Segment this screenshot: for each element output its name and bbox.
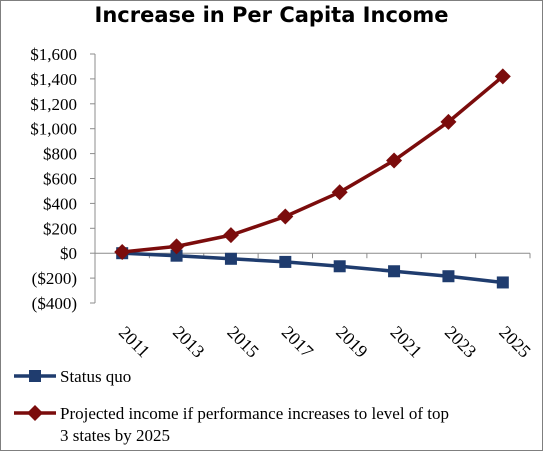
axes bbox=[90, 53, 531, 304]
data-point bbox=[440, 113, 457, 130]
x-tick-label: 2025 bbox=[495, 322, 535, 362]
series-line bbox=[122, 251, 504, 285]
legend-label: 3 states by 2025 bbox=[60, 426, 170, 445]
data-point bbox=[168, 238, 185, 255]
x-tick-label: 2017 bbox=[278, 322, 318, 362]
data-point bbox=[114, 243, 131, 260]
data-point bbox=[496, 276, 509, 289]
data-point bbox=[388, 265, 401, 278]
x-tick-label: 2023 bbox=[441, 322, 481, 362]
y-tick-label: ($200) bbox=[32, 269, 77, 288]
x-tick-labels: 2011 2013 2015 2017 2019 2021 2023 2025 bbox=[115, 322, 535, 362]
y-tick-label: ($400) bbox=[32, 294, 77, 313]
data-point bbox=[277, 208, 294, 225]
series-line bbox=[122, 75, 504, 254]
data-point bbox=[333, 260, 346, 273]
data-point bbox=[170, 249, 183, 262]
x-tick-label: 2015 bbox=[223, 322, 263, 362]
legend-label: Projected income if performance increase… bbox=[60, 404, 449, 423]
series-layer bbox=[114, 68, 511, 289]
y-tick-label: $800 bbox=[43, 145, 77, 164]
data-point bbox=[222, 227, 239, 244]
legend-item-status-quo: Status quo bbox=[14, 367, 131, 386]
x-tick-label: 2013 bbox=[169, 322, 209, 362]
y-tick-labels: $1,600 $1,400 $1,200 $1,000 $800 $600 $400 $200… bbox=[30, 45, 77, 313]
legend-item-projected-income: Projected income if performance increase… bbox=[14, 404, 449, 445]
y-tick-label: $1,200 bbox=[30, 95, 77, 114]
legend-swatch-marker bbox=[29, 370, 41, 382]
legend-swatch-marker bbox=[27, 405, 43, 421]
y-tick-label: $600 bbox=[43, 170, 77, 189]
x-tick-label: 2011 bbox=[115, 322, 154, 361]
data-point bbox=[331, 184, 348, 201]
data-point bbox=[279, 255, 292, 268]
data-point bbox=[442, 270, 455, 283]
x-tick-label: 2019 bbox=[332, 322, 372, 362]
legend: Status quo Projected income if performanc… bbox=[14, 367, 449, 445]
y-tick-label: $1,400 bbox=[30, 70, 77, 89]
series-projected-income bbox=[114, 68, 511, 260]
chart-title: Increase in Per Capita Income bbox=[94, 3, 449, 27]
x-tick-label: 2021 bbox=[387, 322, 427, 362]
y-tick-label: $1,000 bbox=[30, 120, 77, 139]
data-point bbox=[224, 252, 237, 265]
legend-label: Status quo bbox=[60, 367, 131, 386]
data-point bbox=[494, 68, 511, 85]
y-tick-label: $200 bbox=[43, 219, 77, 238]
y-tick-label: $1,600 bbox=[30, 45, 77, 64]
data-point bbox=[386, 152, 403, 169]
y-tick-label: $400 bbox=[43, 194, 77, 213]
y-tick-label: $0 bbox=[60, 244, 77, 263]
